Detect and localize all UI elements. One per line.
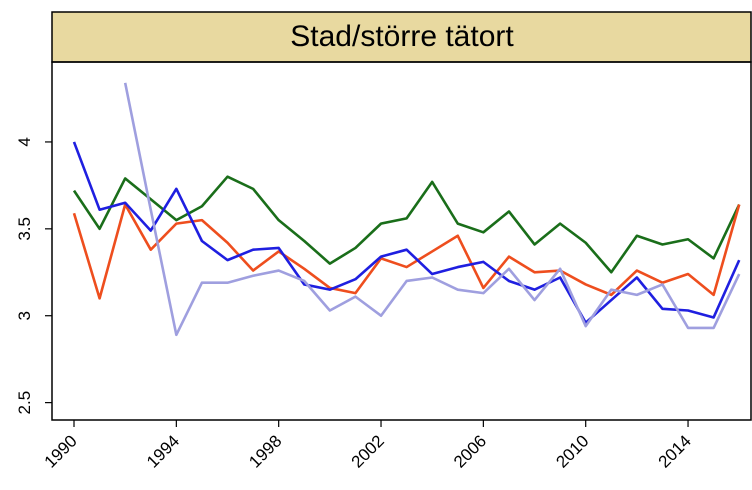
panel-strip (51, 11, 752, 63)
panel-border (51, 61, 752, 421)
data-line (123, 82, 741, 337)
x-tick-label: 2014 (655, 431, 695, 471)
x-tick-label: 2006 (450, 431, 490, 471)
data-line (72, 175, 741, 274)
y-tick-label: 2.5 (15, 391, 34, 415)
x-tick-label: 2002 (348, 431, 388, 471)
chart-title: Stad/större tätort (290, 20, 514, 53)
data-line (72, 203, 741, 300)
y-tick-label: 3 (15, 311, 34, 320)
data-line (72, 141, 741, 324)
x-tick-label: 1998 (245, 431, 285, 471)
x-tick-label: 1994 (143, 431, 183, 471)
y-tick-label: 3.5 (15, 217, 34, 241)
x-tick-label: 2010 (552, 431, 592, 471)
y-tick-label: 4 (15, 137, 34, 146)
x-tick-label: 1990 (41, 431, 81, 471)
